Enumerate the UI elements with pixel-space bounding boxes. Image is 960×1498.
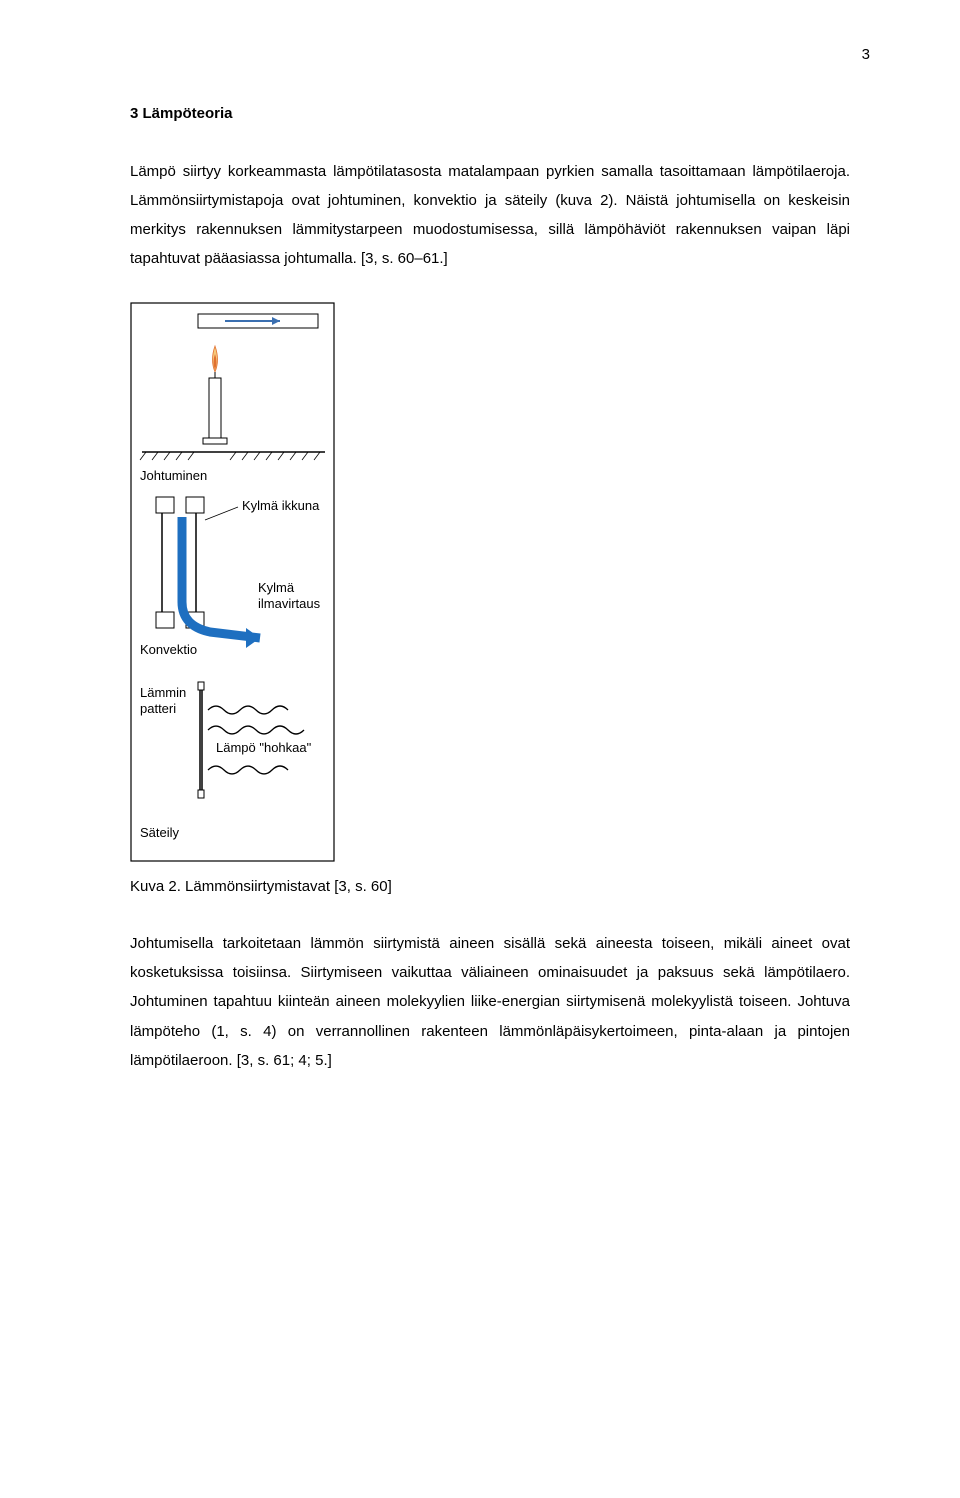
paragraph-2: Johtumisella tarkoitetaan lämmön siirtym… bbox=[130, 929, 850, 1075]
svg-text:Kylmä: Kylmä bbox=[258, 580, 295, 595]
figure-caption: Kuva 2. Lämmönsiirtymistavat [3, s. 60] bbox=[130, 872, 850, 901]
svg-text:Lämmin: Lämmin bbox=[140, 685, 186, 700]
section-heading: 3 Lämpöteoria bbox=[130, 99, 850, 128]
svg-text:Säteily: Säteily bbox=[140, 825, 180, 840]
svg-text:ilmavirtaus: ilmavirtaus bbox=[258, 596, 321, 611]
svg-text:Kylmä ikkuna: Kylmä ikkuna bbox=[242, 498, 320, 513]
svg-text:Johtuminen: Johtuminen bbox=[140, 468, 207, 483]
svg-text:Lämpö "hohkaa": Lämpö "hohkaa" bbox=[216, 740, 312, 755]
heat-transfer-diagram: Johtuminen Kylmä ikkuna Kylmä ilmavirtau… bbox=[130, 302, 335, 862]
svg-text:patteri: patteri bbox=[140, 701, 176, 716]
page-number: 3 bbox=[130, 40, 870, 69]
paragraph-1: Lämpö siirtyy korkeammasta lämpötilataso… bbox=[130, 157, 850, 274]
svg-text:Konvektio: Konvektio bbox=[140, 642, 197, 657]
figure-2: Johtuminen Kylmä ikkuna Kylmä ilmavirtau… bbox=[130, 302, 850, 862]
